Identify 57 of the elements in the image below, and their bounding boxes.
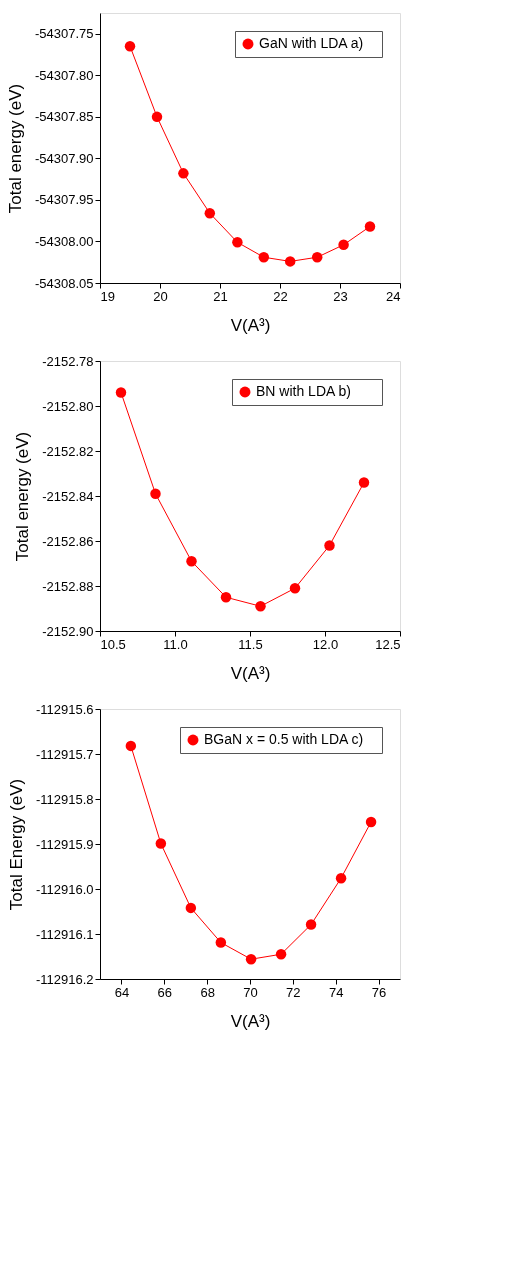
x-tick-label: 11.5 [238, 636, 263, 652]
point [365, 816, 377, 828]
y-tick-label: -2152.80 [42, 398, 94, 414]
y-tick-label: -112916.2 [35, 971, 94, 987]
x-tick-label: 72 [286, 984, 301, 1000]
point [275, 949, 287, 960]
y-tick-label: -112916.1 [35, 926, 94, 942]
x-tick-label: 24 [386, 288, 401, 304]
y-tick-label: -54307.90 [34, 150, 94, 166]
y-tick-label: -54307.75 [34, 26, 94, 42]
x-tick-label: 66 [157, 984, 173, 1000]
point [305, 919, 317, 930]
point [215, 937, 227, 948]
point [185, 902, 197, 914]
y-tick-label: -54307.95 [34, 192, 94, 208]
x-tick-label: 74 [328, 984, 344, 1000]
y-tick-label: -112915.7 [35, 746, 94, 762]
x-tick-label: 20 [153, 288, 168, 304]
y-tick-label: -112915.6 [35, 701, 94, 717]
x-tick-label: 21 [213, 288, 228, 304]
legend-label: GaN with LDA a) [259, 35, 364, 51]
x-tick-label: 64 [114, 984, 130, 1000]
point [245, 953, 257, 965]
x-tick-label: 68 [200, 984, 215, 1000]
x-tick-label: 19 [100, 288, 115, 304]
point [335, 872, 347, 884]
y-tick-label: -54308.00 [34, 233, 94, 249]
x-tick-label: 23 [333, 288, 348, 304]
x-tick-label: 11.0 [163, 636, 188, 652]
y-tick-label: -112916.0 [35, 881, 94, 897]
x-axis-title: V(A³) [230, 1011, 271, 1031]
y-tick-label: -2152.90 [42, 623, 94, 639]
x-axis-title: V(A³) [230, 315, 271, 335]
x-tick-label: 70 [243, 984, 258, 1000]
y-tick-label: -54307.80 [34, 67, 94, 83]
y-tick-label: -2152.82 [42, 443, 94, 459]
x-tick-label: 12.0 [312, 636, 339, 652]
y-axis-title: Total energy (eV) [5, 83, 25, 214]
point [125, 740, 137, 752]
x-tick-label: 12.5 [375, 636, 401, 652]
legend-label: BGaN x = 0.5 with LDA c) [204, 731, 364, 747]
y-tick-label: -112915.8 [35, 791, 94, 807]
point [155, 838, 167, 849]
y-tick-label: -2152.88 [42, 578, 94, 594]
x-tick-label: 10.5 [100, 636, 126, 652]
y-axis-title: Total energy (eV) [13, 431, 33, 562]
y-tick-label: -2152.84 [42, 488, 94, 504]
legend-label: BN with LDA b) [256, 383, 351, 399]
y-tick-label: -112915.9 [35, 836, 94, 852]
x-tick-label: 22 [273, 288, 288, 304]
x-tick-label: 76 [371, 984, 387, 1000]
y-tick-label: -2152.78 [42, 353, 94, 369]
y-tick-label: -2152.86 [42, 533, 94, 549]
y-tick-label: -54307.85 [34, 109, 94, 125]
y-tick-label: -54308.05 [34, 275, 94, 291]
x-axis-title: V(A³) [230, 663, 271, 683]
y-axis-title: Total Energy (eV) [6, 778, 26, 911]
